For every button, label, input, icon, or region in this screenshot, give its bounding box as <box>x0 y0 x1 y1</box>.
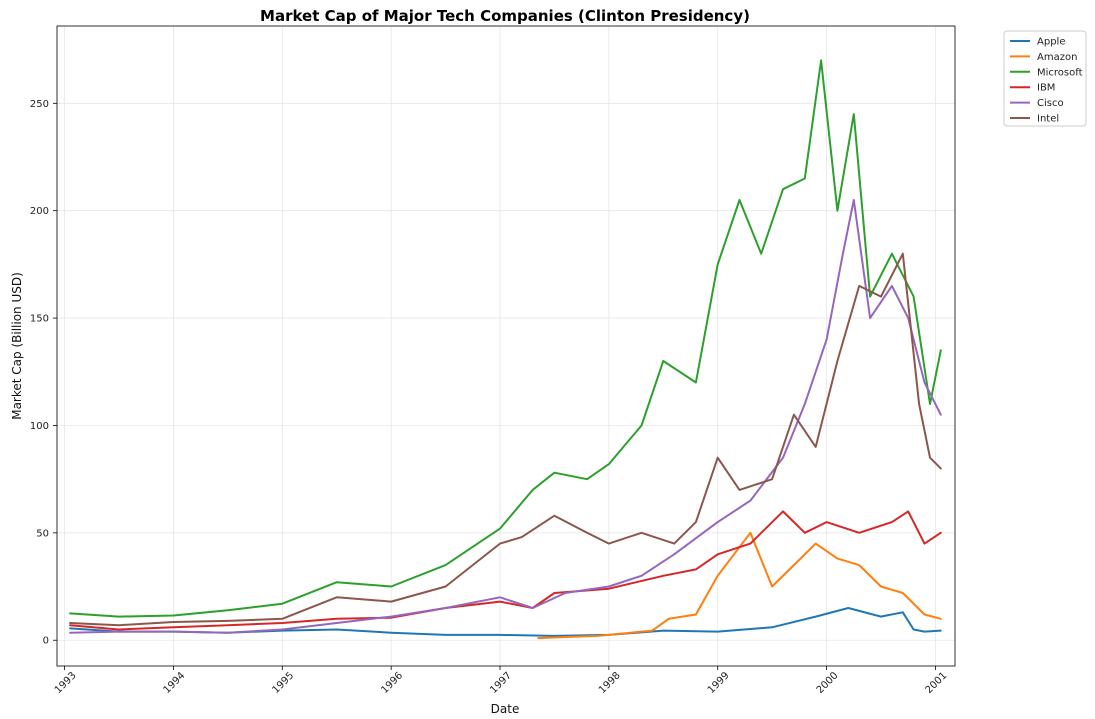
grid <box>57 26 955 666</box>
legend-label-microsoft: Microsoft <box>1037 67 1083 78</box>
legend-label-amazon: Amazon <box>1037 52 1077 63</box>
series-line-microsoft <box>69 59 942 618</box>
chart-title: Market Cap of Major Tech Companies (Clin… <box>260 7 750 25</box>
legend-label-intel: Intel <box>1037 114 1059 125</box>
legend-label-apple: Apple <box>1037 37 1065 48</box>
series-line-ibm <box>69 510 942 631</box>
series-line-intel <box>69 252 942 627</box>
y-tick-label: 100 <box>30 421 49 432</box>
y-axis: 0 50 100 150 200 250 <box>30 99 57 647</box>
series-line-amazon <box>537 531 942 640</box>
y-tick-label: 150 <box>30 314 49 325</box>
series-line-cisco <box>69 199 942 634</box>
series-layer <box>69 59 942 640</box>
y-tick-label: 200 <box>30 206 49 217</box>
y-tick-label: 250 <box>30 99 49 110</box>
x-axis-title: Date <box>491 702 520 716</box>
legend: Apple Amazon Microsoft IBM Cisco Intel <box>1003 30 1087 127</box>
legend-label-cisco: Cisco <box>1037 98 1064 109</box>
y-axis-title: Market Cap (Billion USD) <box>10 272 24 420</box>
legend-label-ibm: IBM <box>1037 83 1055 94</box>
y-tick-label: 0 <box>43 636 49 647</box>
plot-frame <box>56 25 956 667</box>
y-tick-label: 50 <box>36 528 49 539</box>
plot-area <box>56 25 956 667</box>
